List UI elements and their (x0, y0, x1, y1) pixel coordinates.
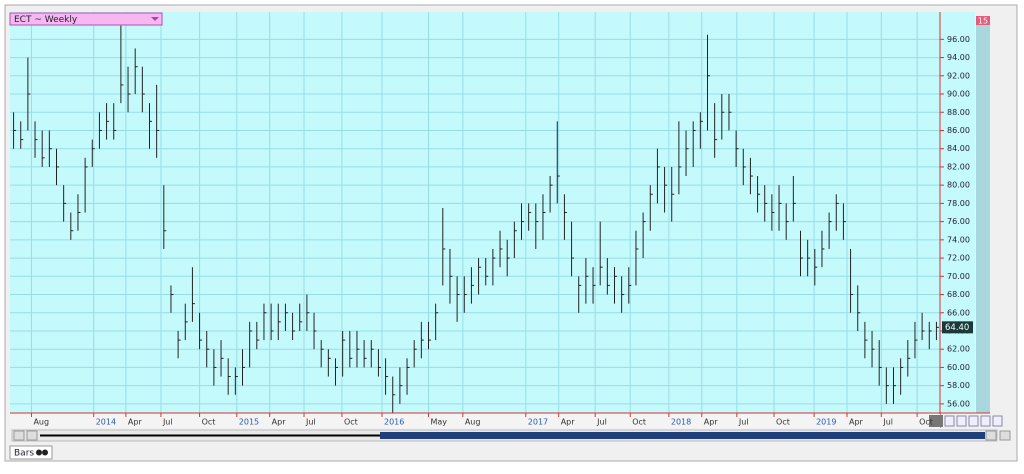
y-tick-label: 66.00 (947, 308, 970, 317)
nav-buttons (944, 415, 1003, 427)
x-tick-label: Apr (849, 418, 864, 427)
x-tick-label: 2014 (96, 418, 116, 427)
y-tick-label: 90.00 (947, 90, 970, 99)
x-tick-label: Jul (596, 418, 607, 427)
price-axis-area (940, 12, 975, 413)
x-tick-label: Jul (305, 418, 316, 427)
x-tick-label: Apr (704, 418, 719, 427)
chart-title: ECT ~ Weekly (14, 15, 78, 25)
last-price-label: 64.40 (945, 323, 969, 333)
scroll-button[interactable] (999, 430, 1011, 441)
title-box[interactable] (9, 12, 163, 26)
badge: 15 (978, 17, 988, 26)
plot-area (10, 12, 940, 413)
y-tick-label: 86.00 (947, 126, 970, 135)
y-tick-label: 76.00 (947, 217, 970, 226)
y-tick-label: 78.00 (947, 199, 970, 208)
scroll-button[interactable] (26, 430, 38, 441)
x-tick-label: May (431, 418, 448, 427)
x-tick-label: Jul (882, 418, 893, 427)
x-tick-label: Apr (561, 418, 576, 427)
y-tick-label: 56.00 (947, 399, 970, 408)
y-tick-label: 92.00 (947, 71, 970, 80)
side-bar (976, 22, 990, 413)
x-tick-label: Apr (272, 418, 287, 427)
nav-button[interactable] (944, 415, 955, 427)
x-tick-label: Oct (344, 418, 358, 427)
corner-box (929, 415, 943, 427)
x-tick-label: Jul (738, 418, 749, 427)
x-tick-label: Aug (33, 418, 49, 427)
y-tick-label: 94.00 (947, 53, 970, 62)
y-tick-label: 74.00 (947, 235, 970, 244)
tab-icon (42, 449, 48, 456)
tab-label: Bars (14, 449, 34, 459)
tab-icon (36, 449, 42, 456)
badge-box (976, 16, 990, 25)
nav-button[interactable] (956, 415, 967, 427)
y-tick-label: 70.00 (947, 272, 970, 281)
dropdown-arrow[interactable] (151, 17, 159, 21)
y-tick-label: 68.00 (947, 290, 970, 299)
y-tick-label: 96.00 (947, 35, 970, 44)
y-tick-label: 62.00 (947, 345, 970, 354)
last-price-box (942, 321, 973, 334)
y-tick-label: 84.00 (947, 144, 970, 153)
x-tick-label: Oct (632, 418, 646, 427)
y-tick-label: 72.00 (947, 254, 970, 263)
y-tick-label: 60.00 (947, 363, 970, 372)
x-tick-label: Aug (465, 418, 481, 427)
y-tick-label: 82.00 (947, 162, 970, 171)
nav-button[interactable] (980, 415, 991, 427)
y-tick-label: 58.00 (947, 381, 970, 390)
y-tick-label: 80.00 (947, 181, 970, 190)
x-tick-label: 2015 (239, 418, 259, 427)
x-tick-label: Jul (162, 418, 173, 427)
scroll-thumb[interactable] (380, 432, 985, 439)
x-tick-label: 2016 (384, 418, 404, 427)
nav-button[interactable] (992, 415, 1003, 427)
x-tick-label: Oct (776, 418, 790, 427)
x-tick-label: 2019 (816, 418, 836, 427)
scroll-button[interactable] (13, 430, 25, 441)
x-tick-label: Oct (919, 418, 933, 427)
nav-button[interactable] (968, 415, 979, 427)
scroll-button[interactable] (985, 430, 997, 441)
x-tick-label: Apr (128, 418, 143, 427)
y-tick-label: 88.00 (947, 108, 970, 117)
x-axis-area (10, 414, 940, 428)
x-tick-label: Oct (202, 418, 216, 427)
x-tick-label: 2017 (528, 418, 548, 427)
tab[interactable] (9, 445, 53, 460)
x-tick-label: 2018 (671, 418, 691, 427)
